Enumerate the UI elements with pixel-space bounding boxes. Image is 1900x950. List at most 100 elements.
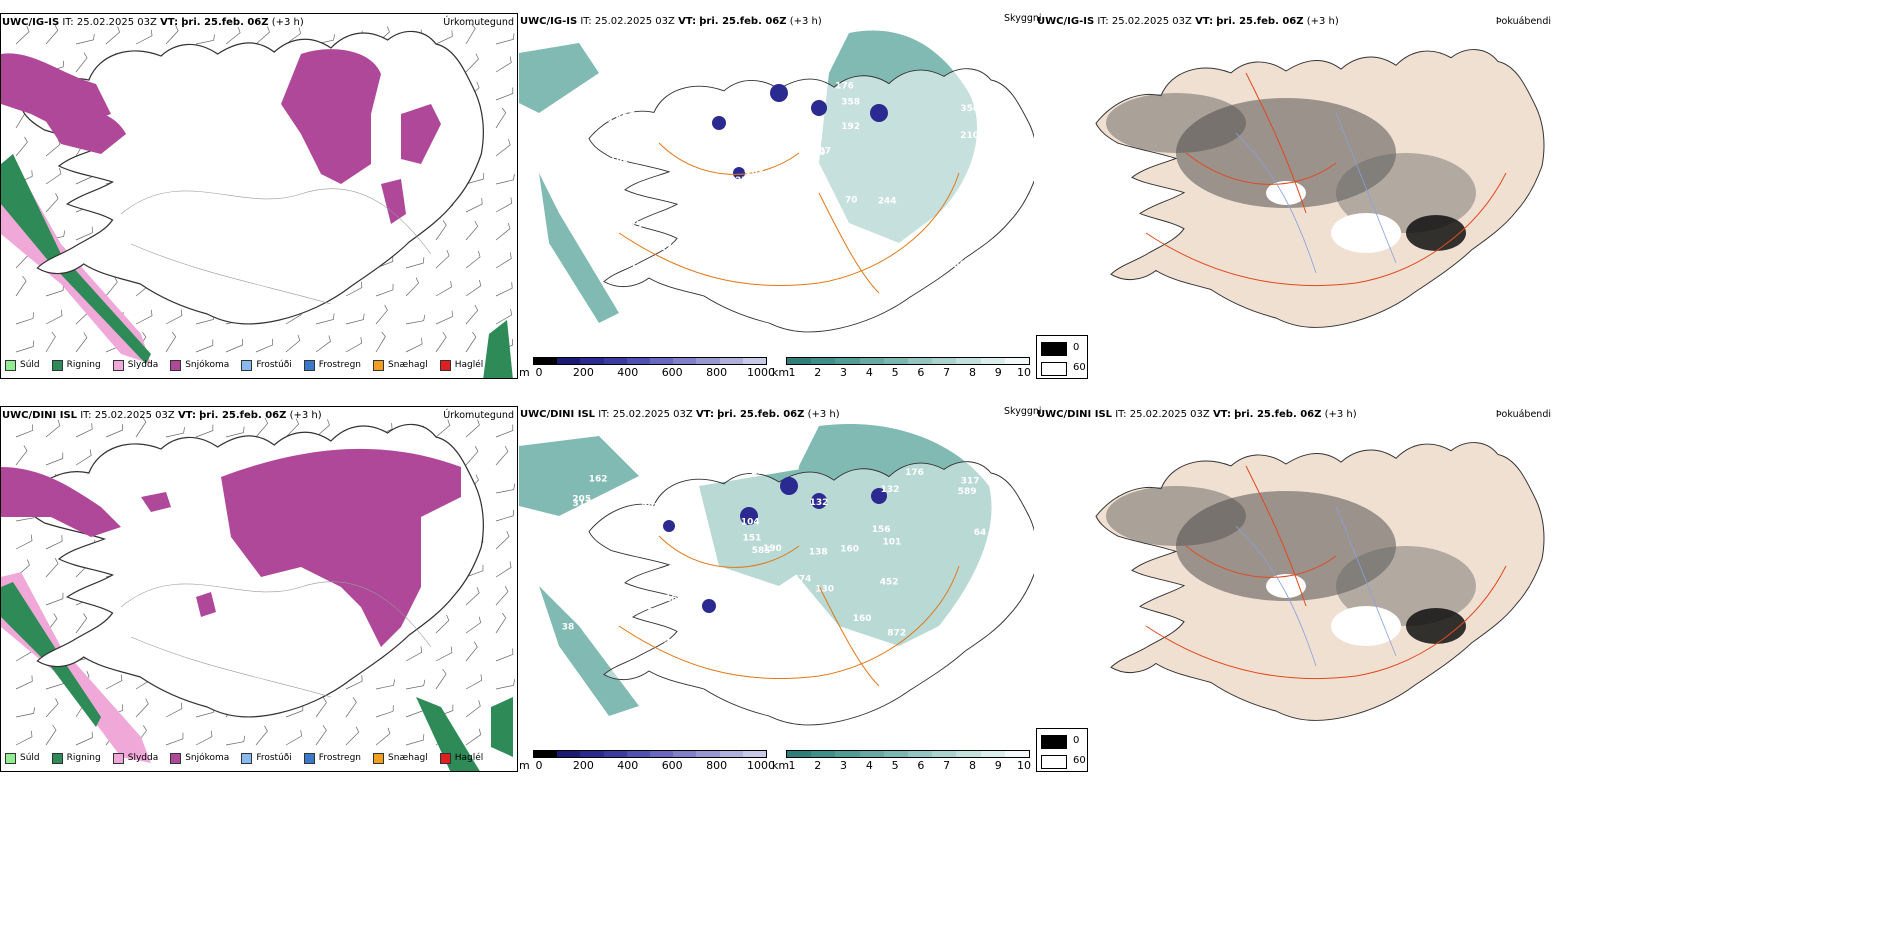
wind-barb	[45, 698, 59, 718]
legend-swatch	[5, 752, 16, 764]
colorbar-tick: 1	[788, 759, 796, 772]
colorbar-step	[956, 751, 981, 757]
visibility-label: 70	[845, 195, 858, 205]
wind-barb	[405, 679, 426, 690]
colorbar-step	[557, 358, 581, 364]
visibility-field-label-bottom: Skyggni	[1004, 406, 1042, 417]
wind-barb	[495, 56, 512, 73]
wind-barb	[345, 313, 365, 325]
colorbar-tick: 200	[572, 366, 594, 379]
wind-barb	[375, 727, 391, 746]
visibility-label: 10	[748, 84, 761, 94]
visibility-label: 177	[621, 648, 640, 658]
visibility-label: 161	[645, 464, 664, 474]
legend-swatch	[5, 359, 16, 371]
wind-barb	[285, 27, 301, 45]
wind-barb	[15, 312, 34, 325]
colorbar-tick: 7	[943, 759, 951, 772]
legend-item: Snæhagl	[373, 752, 428, 764]
colorbar-tick: 10	[1017, 759, 1031, 772]
wind-barb	[435, 310, 453, 325]
visibility-label: 160	[853, 614, 872, 624]
colorbar-step	[811, 358, 836, 364]
wind-barb	[105, 674, 123, 690]
colorbar-tick: 2	[814, 366, 822, 379]
wind-barb	[105, 424, 123, 438]
visibility-label: 207	[812, 146, 831, 156]
fog-legend-label: 0	[1073, 735, 1080, 746]
colorbar-step	[742, 751, 767, 757]
precip-title-top: UWC/IG-IS IT: 25.02.2025 03Z VT: þri. 25…	[2, 17, 304, 28]
visibility-label: 146	[608, 562, 627, 572]
visibility-label: 211	[746, 113, 765, 123]
wind-barb	[15, 275, 27, 297]
precip-legend-top: Súld Rigning Slydda Snjókoma Frostúði Frostre…	[5, 356, 483, 374]
wind-barb	[75, 52, 88, 73]
visibility-label: 186	[610, 155, 629, 165]
visibility-map-bottom: 123 231 156 317 205 125 146 132 104 176 190 452 324 3…	[519, 424, 1034, 726]
legend-label: Rigning	[66, 360, 101, 370]
colorbar-tick: 10	[1017, 366, 1031, 379]
wind-barb	[45, 419, 61, 438]
visibility-label: 244	[878, 197, 897, 207]
wind-barb	[15, 136, 28, 157]
visibility-label: 126	[768, 113, 787, 123]
legend-swatch	[51, 752, 63, 764]
wind-barb	[255, 338, 273, 353]
wind-barb	[465, 279, 482, 297]
wind-barb	[435, 280, 452, 297]
colorbar-step	[1004, 751, 1030, 757]
wind-barb	[405, 646, 423, 662]
visibility-label: 192	[841, 122, 860, 132]
visibility-label: 562	[953, 260, 972, 270]
colorbar-step	[557, 751, 581, 757]
visibility-label: 151	[743, 533, 762, 543]
visibility-label: 115	[608, 115, 627, 125]
wind-barb	[435, 646, 453, 662]
wind-barb	[495, 679, 515, 690]
colorbar-unit: m	[519, 366, 530, 379]
colorbar-tick: 1000	[747, 366, 775, 379]
wind-barb	[105, 26, 121, 45]
wind-barb	[15, 534, 33, 550]
wind-barb	[495, 561, 512, 578]
wind-barb	[195, 34, 215, 45]
legend-item: Frostregn	[303, 752, 361, 764]
wind-barb	[465, 23, 476, 45]
legend-label: Snjókoma	[185, 360, 230, 370]
legend-item: Slydda	[112, 752, 158, 764]
colorbar-tick: 1000	[747, 759, 775, 772]
rivers	[1235, 505, 1397, 667]
wind-barb	[45, 167, 62, 185]
wind-barb	[465, 674, 483, 690]
colorbar-tick: 9	[994, 366, 1002, 379]
height-colorbar-top: m 0 200 400 600 800 1000	[519, 357, 775, 379]
wind-barb	[135, 29, 153, 45]
wind-barb	[225, 735, 246, 746]
visibility-label: 132	[707, 136, 726, 146]
colorbar-tick: 400	[617, 366, 639, 379]
legend-swatch	[170, 359, 182, 371]
wind-barb	[435, 249, 450, 269]
wind-barb	[15, 25, 30, 45]
legend-swatch	[241, 359, 253, 371]
colorbar-tick: 1	[788, 366, 796, 379]
legend-label: Rigning	[66, 753, 101, 763]
colorbar-step	[908, 751, 933, 757]
wind-barb	[465, 53, 479, 73]
fog-title-bottom: UWC/DINI ISL IT: 25.02.2025 03Z VT: þri.…	[1037, 409, 1357, 420]
colorbar-step	[835, 751, 860, 757]
wind-barb	[465, 446, 479, 466]
wind-barb	[255, 725, 268, 746]
visibility-label: 210	[960, 131, 979, 141]
colorbar-step	[811, 751, 836, 757]
wind-barb	[495, 87, 514, 101]
colorbar-tick: 0	[535, 759, 543, 772]
wind-barb	[45, 331, 56, 353]
colorbar-strip	[533, 750, 767, 758]
visibility-label: 73	[743, 165, 756, 175]
colorbar-step	[883, 358, 909, 364]
colorbar-tick: 8	[968, 366, 976, 379]
colorbar-step	[650, 751, 674, 757]
wind-barb	[465, 173, 485, 185]
